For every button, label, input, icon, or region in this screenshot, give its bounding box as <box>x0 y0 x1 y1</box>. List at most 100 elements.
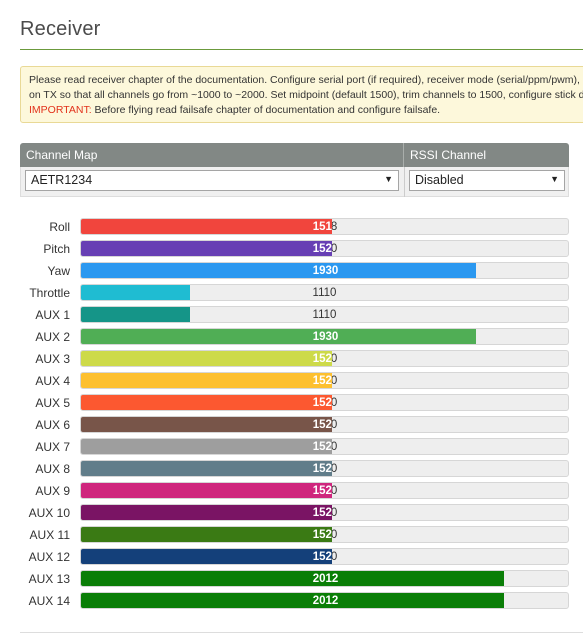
channel-meter: 15201520 <box>80 240 569 257</box>
channel-meter: 20122012 <box>80 592 569 609</box>
channel-row: Roll 15181518 <box>0 216 583 238</box>
channel-row: Pitch 15201520 <box>0 238 583 260</box>
channel-value-overlay: 2012 <box>312 573 339 585</box>
channel-value-overlay: 1520 <box>312 441 332 453</box>
channel-meter-fill: 1520 <box>81 439 332 454</box>
channel-meter: 15201520 <box>80 460 569 477</box>
channel-meter: 15201520 <box>80 548 569 565</box>
channel-value-overlay: 1110 <box>81 286 190 300</box>
channel-row: AUX 10 15201520 <box>0 502 583 524</box>
channel-meter-fill: 1520 <box>81 373 332 388</box>
channel-row: AUX 6 15201520 <box>0 414 583 436</box>
channel-value-overlay: 1518 <box>312 221 332 233</box>
channel-meter-fill: 1520 <box>81 461 332 476</box>
channel-label: Pitch <box>43 242 70 256</box>
channel-map-value: AETR1234 <box>31 173 93 187</box>
channel-row: AUX 4 15201520 <box>0 370 583 392</box>
channel-label: AUX 10 <box>28 506 70 520</box>
channel-value-overlay: 1520 <box>312 463 332 475</box>
map-body: AETR1234 ▼ Disabled ▼ <box>20 167 569 197</box>
channel-row: AUX 13 20122012 <box>0 568 583 590</box>
channel-label: AUX 7 <box>35 440 70 454</box>
important-text: Before flying read failsafe chapter of d… <box>91 104 441 116</box>
channel-meter-fill: 1520 <box>81 395 332 410</box>
channel-row: AUX 8 15201520 <box>0 458 583 480</box>
channel-meter-fill: 1930 <box>81 329 476 344</box>
body-divider <box>404 167 405 197</box>
bottom-rule <box>20 632 583 633</box>
channel-value-overlay: 1520 <box>312 419 332 431</box>
page-title: Receiver <box>20 18 101 40</box>
channel-row: Yaw 19301930 <box>0 260 583 282</box>
info-note: Please read receiver chapter of the docu… <box>20 66 583 123</box>
channel-label: AUX 8 <box>35 462 70 476</box>
channel-label: AUX 13 <box>28 572 70 586</box>
channel-meter: 15201520 <box>80 526 569 543</box>
channel-meter: 19301930 <box>80 262 569 279</box>
channel-meter-fill: 1520 <box>81 241 332 256</box>
channel-value-overlay: 1520 <box>312 529 332 541</box>
channel-map-select[interactable]: AETR1234 ▼ <box>25 170 399 191</box>
channel-value-overlay: 1520 <box>312 243 332 255</box>
channel-row: Throttle 1110 1110 <box>0 282 583 304</box>
channel-meter-fill: 2012 <box>81 571 504 586</box>
title-rule <box>20 49 583 50</box>
channel-meter: 15201520 <box>80 394 569 411</box>
channel-meter: 20122012 <box>80 570 569 587</box>
note-line-2: on TX so that all channels go from ~1000… <box>29 89 583 101</box>
channel-label: AUX 12 <box>28 550 70 564</box>
channel-map-header: Channel Map <box>26 148 98 162</box>
channel-meter-fill: 1110 <box>81 307 190 322</box>
rssi-channel-select[interactable]: Disabled ▼ <box>409 170 565 191</box>
channel-label: Roll <box>49 220 70 234</box>
channel-value-overlay: 2012 <box>312 595 339 607</box>
header-divider <box>403 143 404 167</box>
channel-meter: 1110 1110 <box>80 306 569 323</box>
channel-label: AUX 4 <box>35 374 70 388</box>
channel-row: AUX 9 15201520 <box>0 480 583 502</box>
note-line-1: Please read receiver chapter of the docu… <box>29 74 583 86</box>
important-label: IMPORTANT: <box>29 104 92 116</box>
channel-label: AUX 11 <box>29 528 70 542</box>
channel-meter: 15201520 <box>80 482 569 499</box>
channel-meter: 15201520 <box>80 372 569 389</box>
channel-label: AUX 9 <box>35 484 70 498</box>
channel-meter: 1110 1110 <box>80 284 569 301</box>
channel-value-overlay: 1520 <box>312 375 332 387</box>
channel-row: AUX 14 20122012 <box>0 590 583 612</box>
channel-label: AUX 14 <box>28 594 70 608</box>
chevron-down-icon: ▼ <box>384 174 393 184</box>
channel-label: AUX 6 <box>35 418 70 432</box>
channel-meter: 15201520 <box>80 350 569 367</box>
channel-value-overlay: 1520 <box>312 551 332 563</box>
channel-label: Throttle <box>29 286 70 300</box>
channel-meter-fill: 1520 <box>81 351 332 366</box>
channel-meter: 15201520 <box>80 504 569 521</box>
channel-label: AUX 5 <box>35 396 70 410</box>
channel-value-overlay: 1110 <box>81 308 190 322</box>
channel-meter: 19301930 <box>80 328 569 345</box>
chevron-down-icon: ▼ <box>550 174 559 184</box>
channel-row: AUX 3 15201520 <box>0 348 583 370</box>
rssi-channel-header: RSSI Channel <box>410 148 487 162</box>
channel-value: 1110 <box>312 309 337 321</box>
channel-meter: 15201520 <box>80 438 569 455</box>
rssi-channel-value: Disabled <box>415 173 464 187</box>
channel-value: 1110 <box>312 287 337 299</box>
note-line-3: IMPORTANT: Before flying read failsafe c… <box>29 103 583 118</box>
channel-value-overlay: 1520 <box>312 353 332 365</box>
map-header: Channel Map RSSI Channel <box>20 143 569 167</box>
channel-value-overlay: 1520 <box>312 485 332 497</box>
channel-row: AUX 11 15201520 <box>0 524 583 546</box>
channel-row: AUX 7 15201520 <box>0 436 583 458</box>
channel-meter: 15181518 <box>80 218 569 235</box>
channel-row: AUX 5 15201520 <box>0 392 583 414</box>
channel-label: Yaw <box>47 264 70 278</box>
channel-row: AUX 12 15201520 <box>0 546 583 568</box>
channel-value-overlay: 1930 <box>312 331 339 343</box>
channel-meter-fill: 1930 <box>81 263 476 278</box>
channel-row: AUX 2 19301930 <box>0 326 583 348</box>
channel-meter-fill: 1110 <box>81 285 190 300</box>
channel-meter-fill: 1520 <box>81 505 332 520</box>
channel-meter-fill: 1520 <box>81 483 332 498</box>
